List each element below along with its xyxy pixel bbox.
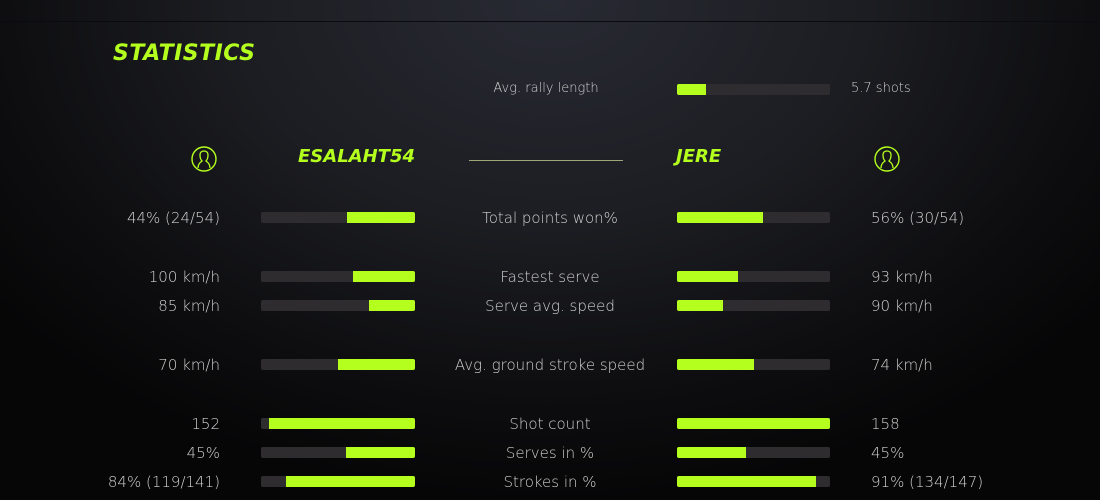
stat-left-bar-fill xyxy=(268,418,415,429)
stat-label: Serves in % xyxy=(505,444,595,462)
stat-right-bar xyxy=(677,271,830,282)
stat-left-bar-fill xyxy=(353,271,415,282)
stat-left-bar xyxy=(261,271,415,282)
stat-left-bar-fill xyxy=(368,300,415,311)
stat-left-bar xyxy=(261,300,415,311)
stat-right-value: 45% xyxy=(871,444,905,462)
rally-bar-fill xyxy=(677,84,707,95)
stat-left-value: 152 xyxy=(191,415,220,433)
stat-left-value: 84% (119/141) xyxy=(107,473,220,491)
stat-left-bar-fill xyxy=(345,447,415,458)
stat-left-bar xyxy=(261,418,415,429)
stat-right-value: 93 km/h xyxy=(871,268,933,286)
page-title: STATISTICS xyxy=(113,41,256,66)
stat-left-bar xyxy=(261,212,415,223)
stat-left-bar xyxy=(261,476,415,487)
rally-bar xyxy=(677,84,830,95)
stat-left-bar xyxy=(261,359,415,370)
stat-label: Avg. ground stroke speed xyxy=(454,356,646,374)
user-icon xyxy=(191,146,217,172)
stat-right-bar-fill xyxy=(677,212,763,223)
stat-right-value: 74 km/h xyxy=(871,356,933,374)
stat-right-bar-fill xyxy=(677,300,723,311)
stat-left-value: 70 km/h xyxy=(158,356,220,374)
stat-label: Fastest serve xyxy=(500,268,600,286)
stat-label: Total points won% xyxy=(482,209,618,227)
stat-left-bar-fill xyxy=(338,359,415,370)
header-divider xyxy=(0,21,1100,22)
stat-label: Strokes in % xyxy=(503,473,597,491)
player-right-name: JERE xyxy=(676,146,722,167)
stat-right-bar xyxy=(677,476,830,487)
stat-right-bar-fill xyxy=(677,359,754,370)
stat-right-value: 56% (30/54) xyxy=(871,209,965,227)
stat-label: Shot count xyxy=(509,415,591,433)
stat-right-value: 158 xyxy=(871,415,900,433)
stat-right-bar xyxy=(677,418,830,429)
stat-right-bar xyxy=(677,212,830,223)
stat-label: Serve avg. speed xyxy=(485,297,615,315)
stat-left-bar-fill xyxy=(285,476,415,487)
stat-right-bar-fill xyxy=(677,271,739,282)
stat-right-value: 90 km/h xyxy=(871,297,933,315)
stat-left-value: 45% xyxy=(186,444,220,462)
stat-right-bar xyxy=(677,447,830,458)
stat-right-bar-fill xyxy=(677,476,817,487)
player-left-name: ESALAHT54 xyxy=(298,146,415,167)
stat-left-value: 85 km/h xyxy=(158,297,220,315)
players-divider xyxy=(469,160,623,161)
stat-right-bar-fill xyxy=(677,418,830,429)
stat-left-value: 44% (24/54) xyxy=(126,209,220,227)
stat-right-bar xyxy=(677,359,830,370)
rally-value: 5.7 shots xyxy=(851,81,911,96)
user-icon xyxy=(874,146,900,172)
stat-right-bar xyxy=(677,300,830,311)
stat-left-bar xyxy=(261,447,415,458)
rally-label: Avg. rally length xyxy=(493,81,599,96)
stat-right-bar-fill xyxy=(677,447,746,458)
stat-left-bar-fill xyxy=(347,212,415,223)
stat-left-value: 100 km/h xyxy=(148,268,220,286)
stat-right-value: 91% (134/147) xyxy=(871,473,984,491)
